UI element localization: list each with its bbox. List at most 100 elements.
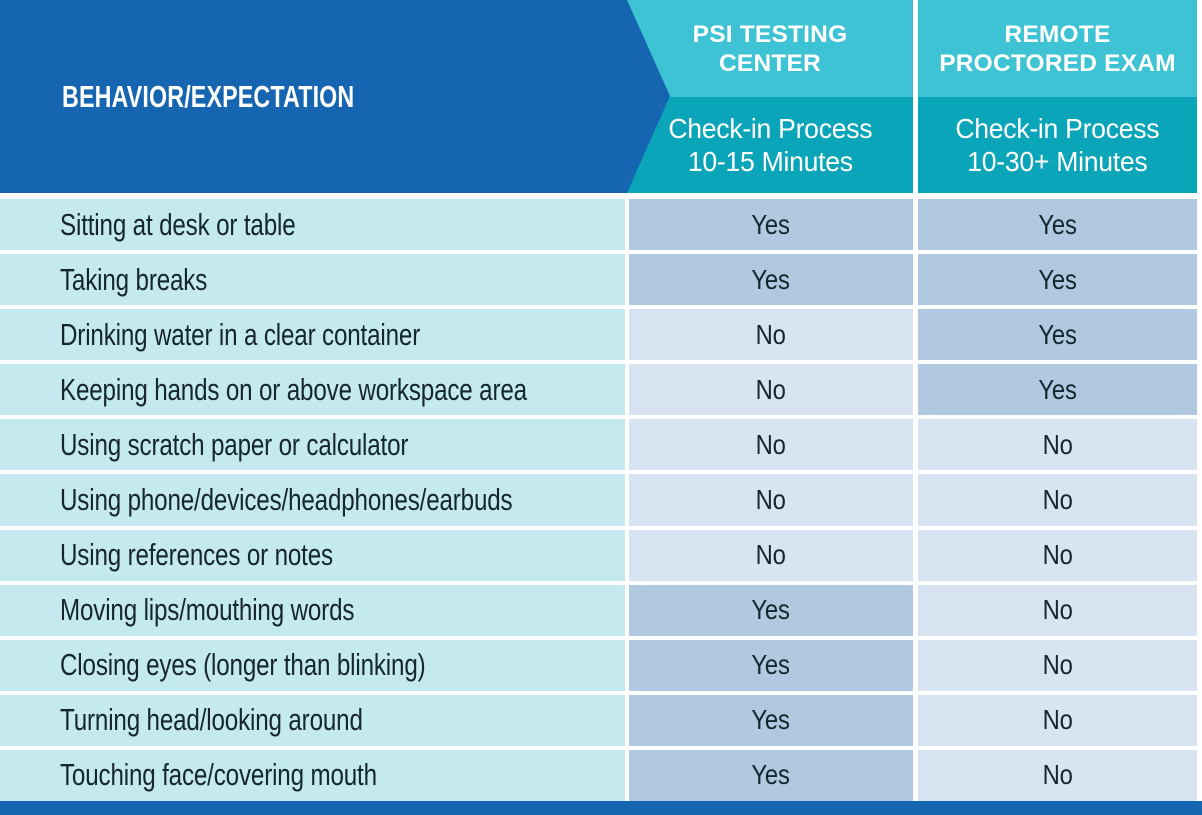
- remote-subtitle-line2: 10-30+ Minutes: [967, 146, 1148, 177]
- behavior-text: Using phone/devices/headphones/earbuds: [60, 482, 513, 518]
- behavior-text: Touching face/covering mouth: [60, 757, 377, 793]
- table-row: Touching face/covering mouth Yes No: [0, 749, 1202, 802]
- psi-value: Yes: [751, 759, 791, 791]
- psi-cell: Yes: [629, 694, 913, 746]
- psi-value: Yes: [751, 263, 791, 295]
- behavior-cell: Sitting at desk or table: [0, 199, 625, 251]
- behavior-header-label: BEHAVIOR/EXPECTATION: [62, 78, 355, 114]
- remote-cell: No: [918, 584, 1197, 636]
- behavior-text: Sitting at desk or table: [60, 206, 296, 242]
- table-row: Using scratch paper or calculator No No: [0, 419, 1202, 471]
- psi-value: No: [755, 484, 787, 516]
- psi-value: Yes: [751, 208, 791, 240]
- column-header-remote: REMOTE PROCTORED EXAM Check-in Process 1…: [918, 0, 1197, 193]
- table-row: Using references or notes No No: [0, 529, 1202, 581]
- table-row: Closing eyes (longer than blinking) Yes …: [0, 639, 1202, 691]
- behavior-cell: Using references or notes: [0, 529, 625, 581]
- psi-subtitle-band: Check-in Process 10-15 Minutes: [627, 97, 913, 193]
- remote-value: No: [1042, 649, 1073, 681]
- remote-cell: Yes: [918, 309, 1197, 361]
- behavior-text: Using scratch paper or calculator: [60, 426, 409, 462]
- behavior-text: Turning head/looking around: [60, 702, 363, 738]
- psi-value: Yes: [751, 594, 791, 626]
- psi-subtitle-line1: Check-in Process: [668, 113, 872, 144]
- behavior-cell: Using scratch paper or calculator: [0, 419, 625, 471]
- remote-value: No: [1042, 428, 1073, 460]
- behavior-header-arrow: [0, 0, 670, 193]
- remote-cell: No: [918, 694, 1197, 746]
- behavior-cell: Touching face/covering mouth: [0, 749, 625, 802]
- column-header-psi: PSI TESTING CENTER Check-in Process 10-1…: [627, 0, 913, 193]
- table-row: Moving lips/mouthing words Yes No: [0, 584, 1202, 636]
- psi-cell: Yes: [629, 199, 913, 251]
- remote-title-line1: REMOTE: [1004, 20, 1111, 48]
- remote-cell: Yes: [918, 254, 1197, 306]
- remote-column-title: REMOTE PROCTORED EXAM: [939, 20, 1175, 78]
- psi-cell: Yes: [629, 639, 913, 691]
- psi-column-subtitle: Check-in Process 10-15 Minutes: [663, 112, 878, 178]
- psi-value: No: [755, 539, 787, 571]
- psi-title-band: PSI TESTING CENTER: [627, 0, 913, 97]
- psi-cell: No: [629, 474, 913, 526]
- remote-column-subtitle: Check-in Process 10-30+ Minutes: [950, 112, 1165, 178]
- table-body: Sitting at desk or table Yes Yes Taking …: [0, 199, 1202, 802]
- psi-cell: No: [629, 309, 913, 361]
- remote-cell: Yes: [918, 364, 1197, 416]
- remote-value: No: [1042, 704, 1073, 736]
- remote-subtitle-line1: Check-in Process: [955, 113, 1160, 144]
- remote-cell: No: [918, 419, 1197, 471]
- psi-title-line1: PSI TESTING: [692, 20, 848, 48]
- behavior-cell: Using phone/devices/headphones/earbuds: [0, 474, 625, 526]
- psi-cell: No: [629, 364, 913, 416]
- remote-title-band: REMOTE PROCTORED EXAM: [918, 0, 1197, 97]
- remote-subtitle-band: Check-in Process 10-30+ Minutes: [918, 97, 1197, 193]
- remote-value: No: [1042, 539, 1073, 571]
- psi-value: Yes: [751, 704, 791, 736]
- table-row: Turning head/looking around Yes No: [0, 694, 1202, 746]
- remote-cell: Yes: [918, 199, 1197, 251]
- psi-value: No: [755, 373, 787, 405]
- behavior-text: Moving lips/mouthing words: [60, 592, 355, 628]
- behavior-text: Taking breaks: [60, 261, 208, 297]
- behavior-text: Closing eyes (longer than blinking): [60, 647, 426, 683]
- behavior-cell: Keeping hands on or above workspace area: [0, 364, 625, 416]
- remote-value: No: [1042, 484, 1073, 516]
- behavior-cell: Turning head/looking around: [0, 694, 625, 746]
- table-row: Drinking water in a clear container No Y…: [0, 309, 1202, 361]
- remote-value: No: [1042, 594, 1073, 626]
- psi-column-title: PSI TESTING CENTER: [693, 20, 848, 78]
- behavior-cell: Taking breaks: [0, 254, 625, 306]
- psi-subtitle-line2: 10-15 Minutes: [687, 146, 853, 177]
- psi-value: Yes: [751, 649, 791, 681]
- remote-cell: No: [918, 529, 1197, 581]
- remote-cell: No: [918, 639, 1197, 691]
- behavior-text: Using references or notes: [60, 537, 333, 573]
- remote-value: Yes: [1038, 318, 1077, 350]
- remote-value: Yes: [1038, 263, 1077, 295]
- psi-value: No: [755, 428, 787, 460]
- psi-title-line2: CENTER: [719, 49, 821, 77]
- remote-value: Yes: [1038, 208, 1077, 240]
- behavior-header: BEHAVIOR/EXPECTATION: [62, 0, 452, 193]
- psi-cell: Yes: [629, 254, 913, 306]
- table-row: Using phone/devices/headphones/earbuds N…: [0, 474, 1202, 526]
- psi-cell: No: [629, 419, 913, 471]
- table-row: Sitting at desk or table Yes Yes: [0, 199, 1202, 251]
- table-row: Keeping hands on or above workspace area…: [0, 364, 1202, 416]
- table-row: Taking breaks Yes Yes: [0, 254, 1202, 306]
- bottom-accent-bar: [0, 801, 1202, 815]
- remote-title-line2: PROCTORED EXAM: [939, 49, 1176, 77]
- behavior-text: Drinking water in a clear container: [60, 316, 421, 352]
- behavior-cell: Drinking water in a clear container: [0, 309, 625, 361]
- psi-cell: Yes: [629, 749, 913, 802]
- behavior-cell: Moving lips/mouthing words: [0, 584, 625, 636]
- behavior-cell: Closing eyes (longer than blinking): [0, 639, 625, 691]
- psi-value: No: [755, 318, 787, 350]
- remote-cell: No: [918, 749, 1197, 802]
- psi-cell: No: [629, 529, 913, 581]
- remote-value: No: [1042, 759, 1073, 791]
- remote-value: Yes: [1038, 373, 1077, 405]
- remote-cell: No: [918, 474, 1197, 526]
- psi-cell: Yes: [629, 584, 913, 636]
